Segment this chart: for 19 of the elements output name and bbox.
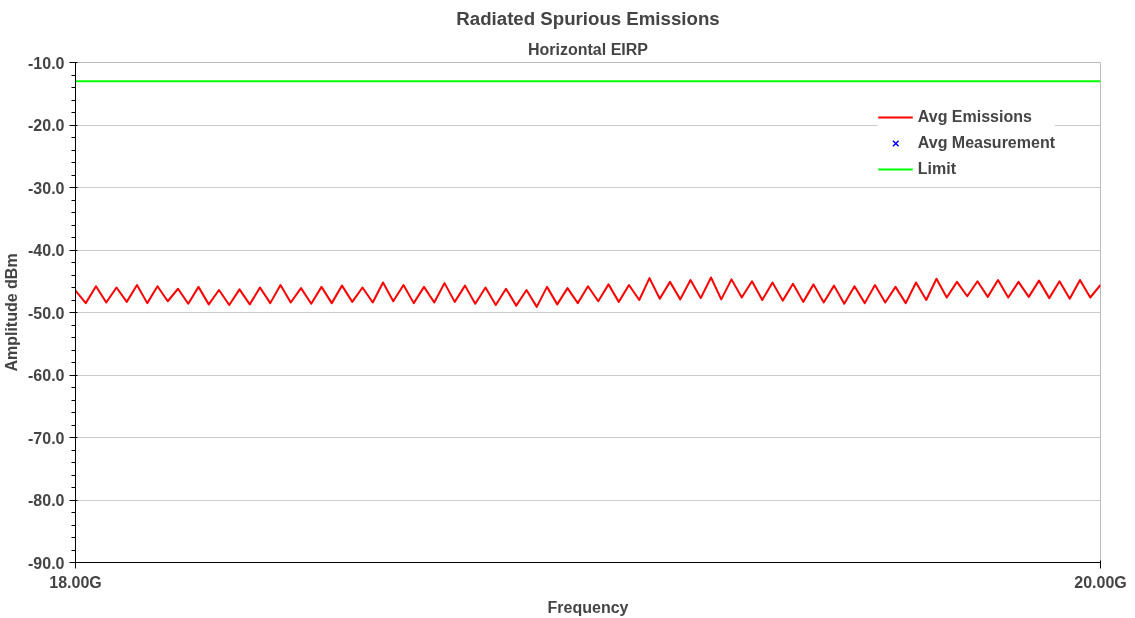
x-tick-label: 18.00G [49, 573, 102, 591]
y-tick-label: -30.0 [28, 179, 65, 197]
y-tick-label: -70.0 [28, 429, 65, 447]
y-axis-title: Amplitude dBm [3, 253, 21, 372]
y-tick-label: -60.0 [28, 367, 65, 384]
legend-label: Limit [917, 160, 956, 178]
y-tick-label: -10.0 [28, 54, 65, 72]
y-tick-label: -40.0 [28, 242, 65, 259]
y-tick-label: -80.0 [28, 492, 65, 509]
y-tick-label: -90.0 [28, 554, 65, 572]
chart-subtitle: Horizontal EIRP [528, 40, 649, 58]
x-axis-title: Frequency [547, 598, 629, 616]
legend-label: Avg Measurement [917, 134, 1055, 152]
line-series [75, 276, 1101, 308]
chart-title: Radiated Spurious Emissions [456, 7, 720, 29]
x-tick-label: 20.00G [1074, 573, 1127, 591]
legend-label: Avg Emissions [917, 108, 1032, 126]
y-tick-label: -20.0 [28, 117, 65, 134]
y-tick-label: -50.0 [28, 304, 65, 322]
